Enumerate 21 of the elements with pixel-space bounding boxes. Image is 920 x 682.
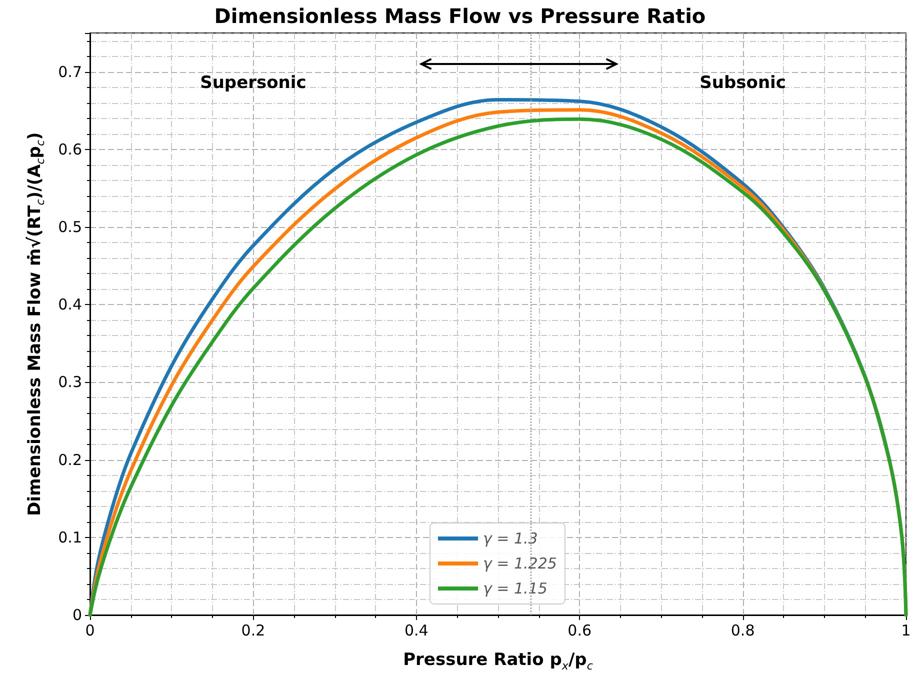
y-tick-label: 0.4 <box>58 296 82 314</box>
y-tick-label: 0.6 <box>58 140 82 158</box>
y-tick-label: 0.1 <box>58 528 82 546</box>
y-tick-label: 0.2 <box>58 450 82 469</box>
y-tick-label: 0.3 <box>58 373 82 392</box>
y-tick-label: 0.5 <box>58 218 82 236</box>
legend-label: γ = 1.3 <box>483 530 538 548</box>
y-tick-label: 0 <box>72 606 82 624</box>
x-tick-label: 0 <box>85 622 95 640</box>
annotation: Subsonic <box>700 73 786 94</box>
annotation: Supersonic <box>200 73 306 94</box>
y-tick-label: 0.7 <box>58 62 82 81</box>
x-tick-label: 0.8 <box>730 622 755 640</box>
legend-label: γ = 1.15 <box>483 580 548 598</box>
x-tick-label: 0.6 <box>568 622 592 640</box>
x-tick-label: 1 <box>901 622 911 640</box>
x-tick-label: 0.4 <box>404 622 428 640</box>
legend-label: γ = 1.225 <box>483 554 557 572</box>
x-tick-label: 0.2 <box>241 622 266 640</box>
chart-title: Dimensionless Mass Flow vs Pressure Ratio <box>213 4 707 28</box>
x-axis-title: Pressure Ratio p$_{x}$/p$_{c}$ <box>403 650 593 672</box>
